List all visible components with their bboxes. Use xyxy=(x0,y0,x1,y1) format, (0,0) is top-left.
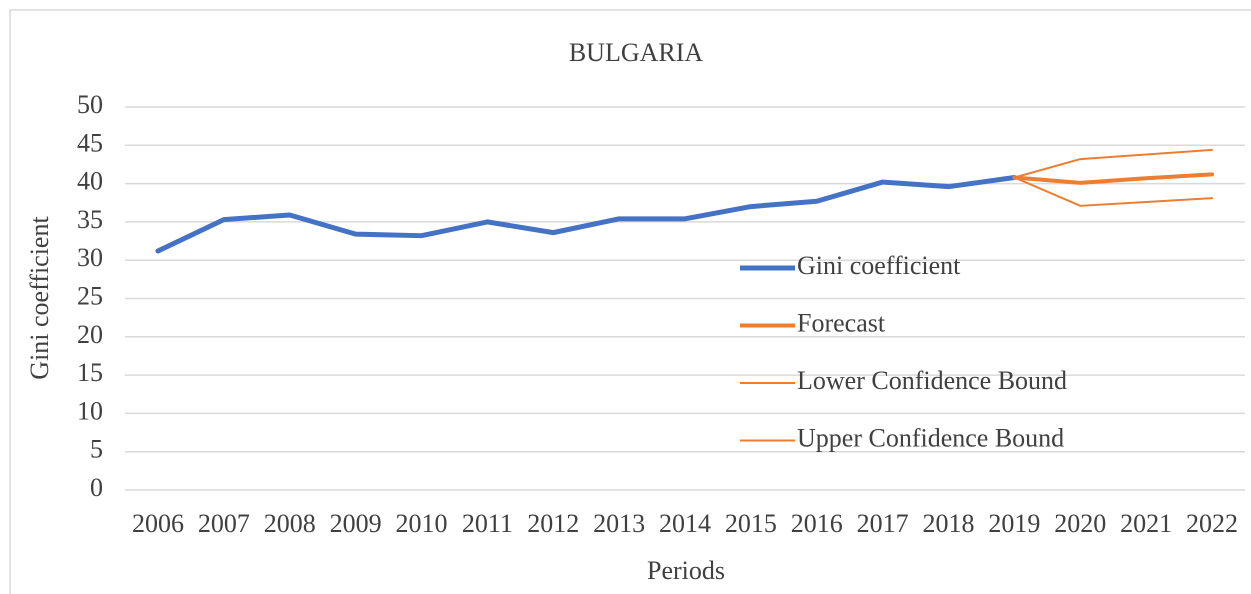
y-axis-title: Gini coefficient xyxy=(25,216,54,380)
chart-title: BULGARIA xyxy=(569,38,704,67)
x-tick-label: 2022 xyxy=(1186,509,1238,538)
y-tick-label: 0 xyxy=(90,473,103,502)
y-tick-label: 10 xyxy=(77,396,103,425)
x-tick-label: 2020 xyxy=(1054,509,1106,538)
chart-border xyxy=(9,9,1251,594)
y-tick-label: 5 xyxy=(90,435,103,464)
y-tick-label: 25 xyxy=(77,281,103,310)
legend-label: Upper Confidence Bound xyxy=(797,423,1064,452)
x-tick-label: 2014 xyxy=(659,509,711,538)
legend-label: Gini coefficient xyxy=(797,251,961,280)
y-tick-label: 40 xyxy=(77,167,103,196)
x-tick-label: 2012 xyxy=(527,509,579,538)
x-tick-label: 2019 xyxy=(988,509,1040,538)
y-tick-label: 30 xyxy=(77,243,103,272)
x-tick-label: 2007 xyxy=(198,509,250,538)
x-tick-label: 2011 xyxy=(462,509,513,538)
y-tick-label: 45 xyxy=(77,128,103,157)
y-tick-label: 50 xyxy=(77,90,103,119)
x-tick-label: 2013 xyxy=(593,509,645,538)
x-tick-label: 2006 xyxy=(132,509,184,538)
x-axis-title: Periods xyxy=(647,556,725,585)
y-tick-label: 20 xyxy=(77,320,103,349)
x-tick-label: 2015 xyxy=(725,509,777,538)
y-tick-label: 15 xyxy=(77,358,103,387)
y-tick-label: 35 xyxy=(77,205,103,234)
series-line xyxy=(1013,148,1214,179)
x-tick-label: 2008 xyxy=(264,509,316,538)
x-tick-label: 2010 xyxy=(395,509,447,538)
legend-label: Lower Confidence Bound xyxy=(797,366,1067,395)
series-line xyxy=(155,174,1017,254)
legend-label: Forecast xyxy=(797,308,886,337)
x-tick-label: 2016 xyxy=(791,509,843,538)
x-tick-label: 2017 xyxy=(857,509,909,538)
x-tick-label: 2018 xyxy=(923,509,975,538)
x-tick-label: 2009 xyxy=(330,509,382,538)
x-tick-label: 2021 xyxy=(1120,509,1172,538)
series-line xyxy=(1012,172,1215,185)
series-line xyxy=(1013,176,1214,207)
